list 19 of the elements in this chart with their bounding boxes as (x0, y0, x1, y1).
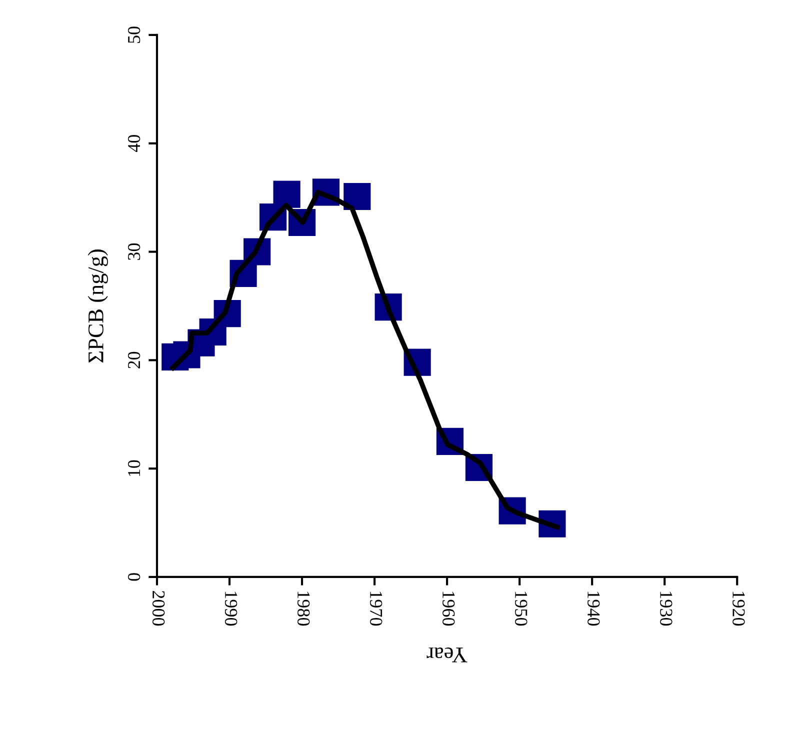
x-tick-label: 1920 (732, 592, 745, 626)
y-tick-label: 10 (128, 460, 140, 476)
y-tick-label: 40 (128, 135, 140, 152)
x-tick-label: 2000 (152, 590, 165, 626)
y-tick-label: 0 (128, 573, 140, 581)
y-axis-title: ΣPCB (ng/g) (88, 250, 108, 362)
x-tick-label: 1940 (588, 592, 600, 626)
point (273, 180, 300, 208)
point (344, 182, 371, 210)
y-tick-label: 50 (128, 26, 140, 43)
x-tick-label: 1980 (298, 592, 310, 626)
x-tick-label: 1990 (224, 592, 238, 626)
x-axis-title: Year (426, 647, 468, 662)
y-tick-label: 20 (128, 352, 140, 368)
y-tick-label: 30 (128, 243, 140, 260)
x-tick-label: 1970 (370, 592, 382, 626)
x-tick-label: 1960 (442, 592, 455, 626)
x-tick-label: 1950 (515, 592, 528, 626)
x-tick-label: 1930 (660, 592, 672, 626)
